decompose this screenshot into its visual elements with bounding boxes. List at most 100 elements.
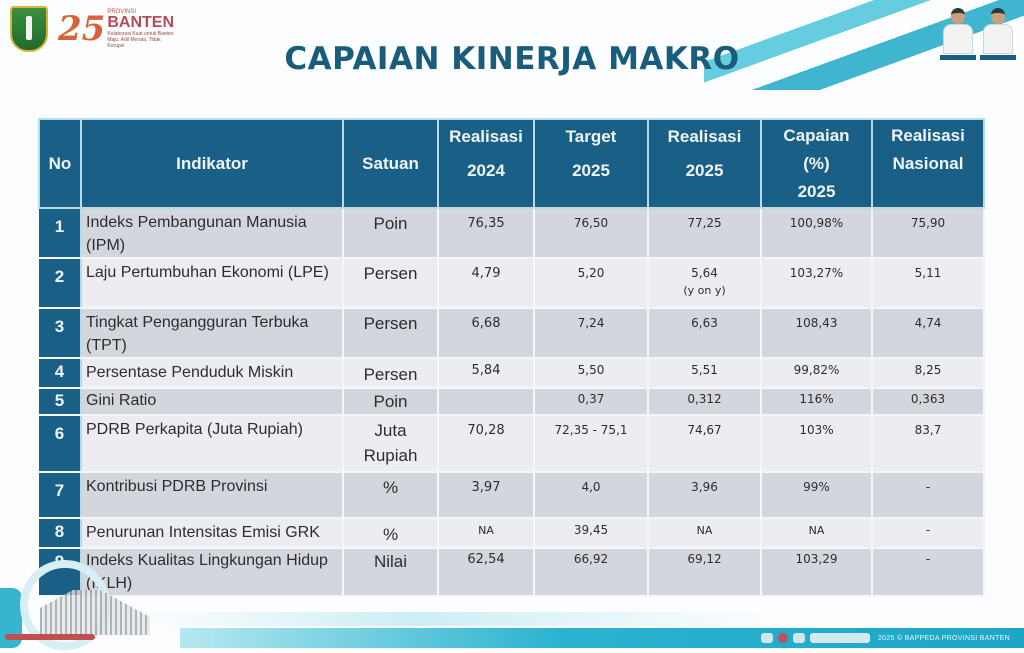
header-indikator: Indikator [80, 118, 344, 209]
row-nasional: 4,74 [871, 307, 985, 359]
row-realisasi-2025: 77,25 [647, 207, 762, 259]
row-realisasi-2024: 3,97 [437, 471, 535, 519]
row-nasional: - [871, 547, 985, 597]
row-indikator: PDRB Perkapita (Juta Rupiah) [80, 414, 344, 473]
table-row: 3 Tingkat Pengangguran Terbuka (TPT) Per… [39, 307, 985, 359]
row-realisasi-2025-note: (y on y) [683, 284, 726, 297]
row-satuan: Nilai [342, 547, 439, 597]
row-realisasi-2025: 5,51 [647, 357, 762, 389]
row-capaian: 103,27% [760, 257, 873, 309]
row-no: 4 [39, 357, 82, 389]
row-satuan: Persen [342, 257, 439, 309]
row-capaian: 103,29 [760, 547, 873, 597]
header-no: No [38, 118, 82, 209]
row-target-2025: 5,20 [533, 257, 649, 309]
landmark-base [5, 634, 95, 640]
table-row: 2 Laju Pertumbuhan Ekonomi (LPE) Persen … [39, 257, 985, 309]
row-realisasi-2025: 3,96 [647, 471, 762, 519]
row-realisasi-2025: NA [647, 517, 762, 549]
row-nasional: 83,7 [871, 414, 985, 473]
row-capaian: 99,82% [760, 357, 873, 389]
footer-credit: 2025 © BAPPEDA PROVINSI BANTEN [877, 634, 1010, 642]
row-target-2025: 4,0 [533, 471, 649, 519]
row-satuan: Persen [342, 357, 439, 389]
header-realisasi-2025: Realisasi 2025 [647, 118, 762, 209]
row-realisasi-2025: 6,63 [647, 307, 762, 359]
row-satuan: Juta Rupiah [342, 414, 439, 473]
table-row: 5 Gini Ratio Poin 0,37 0,312 116% 0,363 [39, 387, 985, 416]
row-no: 7 [39, 471, 82, 519]
table-row: 1 Indeks Pembangunan Manusia (IPM) Poin … [39, 207, 985, 259]
row-indikator: Gini Ratio [80, 387, 344, 416]
row-target-2025: 39,45 [533, 517, 649, 549]
row-indikator: Tingkat Pengangguran Terbuka (TPT) [80, 307, 344, 359]
row-realisasi-2025-value: 5,64 [691, 266, 718, 280]
anniversary-tagline: Kolaborasi Kuat untuk Banten Maju, Adil … [107, 31, 174, 49]
row-nasional: - [871, 517, 985, 549]
table-row: 4 Persentase Penduduk Miskin Persen 5,84… [39, 357, 985, 389]
row-capaian: 103% [760, 414, 873, 473]
row-indikator: Indeks Pembangunan Manusia (IPM) [80, 207, 344, 259]
row-nasional: 0,363 [871, 387, 985, 416]
row-target-2025: 7,24 [533, 307, 649, 359]
table-header-row: No Indikator Satuan Realisasi 2024 Target… [38, 118, 985, 209]
row-satuan: % [342, 517, 439, 549]
vice-governor-figure [980, 4, 1016, 60]
row-no: 2 [39, 257, 82, 309]
sponsor-logo-icon [792, 633, 805, 643]
row-no: 3 [39, 307, 82, 359]
row-realisasi-2024 [437, 387, 535, 416]
row-nasional: 5,11 [871, 257, 985, 309]
row-no: 1 [39, 207, 82, 259]
row-target-2025: 76,50 [533, 207, 649, 259]
sponsor-logo-icon [809, 633, 870, 643]
header-capaian: Capaian (%) 2025 [760, 118, 873, 209]
row-satuan: Persen [342, 307, 439, 359]
footer-bar: 2025 © BAPPEDA PROVINSI BANTEN [180, 628, 1024, 648]
row-capaian: 99% [760, 471, 873, 519]
row-capaian: 116% [760, 387, 873, 416]
table-row: 7 Kontribusi PDRB Provinsi % 3,97 4,0 3,… [39, 471, 985, 519]
row-target-2025: 0,37 [533, 387, 649, 416]
row-no: 6 [39, 414, 82, 473]
row-target-2025: 66,92 [533, 547, 649, 597]
row-realisasi-2024: NA [437, 517, 535, 549]
row-target-2025: 72,35 - 75,1 [533, 414, 649, 473]
row-no: 5 [39, 387, 82, 416]
row-realisasi-2024: 62,54 [437, 547, 535, 597]
sponsor-logo-icon [777, 633, 788, 643]
decorative-teal-shape [0, 588, 22, 648]
leaders-photo [940, 4, 1016, 60]
anniversary-number: 25 [58, 9, 106, 49]
row-realisasi-2024: 5,84 [437, 357, 535, 389]
row-realisasi-2025: 5,64 (y on y) [647, 257, 762, 309]
row-capaian: NA [760, 517, 873, 549]
header-logos: 25 PROVINSI BANTEN Kolaborasi Kuat untuk… [10, 6, 177, 52]
row-capaian: 100,98% [760, 207, 873, 259]
table-row: 9 Indeks Kualitas Lingkungan Hidup (IKLH… [39, 547, 985, 597]
anniversary-province-label: PROVINSI [107, 9, 137, 15]
kinerja-makro-table: No Indikator Satuan Realisasi 2024 Target… [38, 118, 985, 597]
sponsor-logo-icon [760, 633, 773, 643]
row-satuan: Poin [342, 387, 439, 416]
table-row: 6 PDRB Perkapita (Juta Rupiah) Juta Rupi… [39, 414, 985, 473]
header-target-2025: Target 2025 [533, 118, 649, 209]
row-satuan: Poin [342, 207, 439, 259]
table-row: 8 Penurunan Intensitas Emisi GRK % NA 39… [39, 517, 985, 549]
row-realisasi-2024: 76,35 [437, 207, 535, 259]
decorative-stripe [150, 612, 1024, 626]
banten-crest-logo [10, 6, 48, 52]
row-realisasi-2025: 74,67 [647, 414, 762, 473]
header-realisasi-nasional: Realisasi Nasional [871, 118, 985, 209]
row-indikator: Indeks Kualitas Lingkungan Hidup (IKLH) [80, 547, 344, 597]
row-capaian: 108,43 [760, 307, 873, 359]
row-indikator: Persentase Penduduk Miskin [80, 357, 344, 389]
anniversary-logo: 25 PROVINSI BANTEN Kolaborasi Kuat untuk… [58, 9, 177, 49]
row-target-2025: 5,50 [533, 357, 649, 389]
header-satuan: Satuan [342, 118, 439, 209]
page-title: CAPAIAN KINERJA MAKRO [284, 41, 740, 77]
row-realisasi-2024: 4,79 [437, 257, 535, 309]
row-satuan: % [342, 471, 439, 519]
row-indikator: Penurunan Intensitas Emisi GRK [80, 517, 344, 549]
row-realisasi-2025: 69,12 [647, 547, 762, 597]
